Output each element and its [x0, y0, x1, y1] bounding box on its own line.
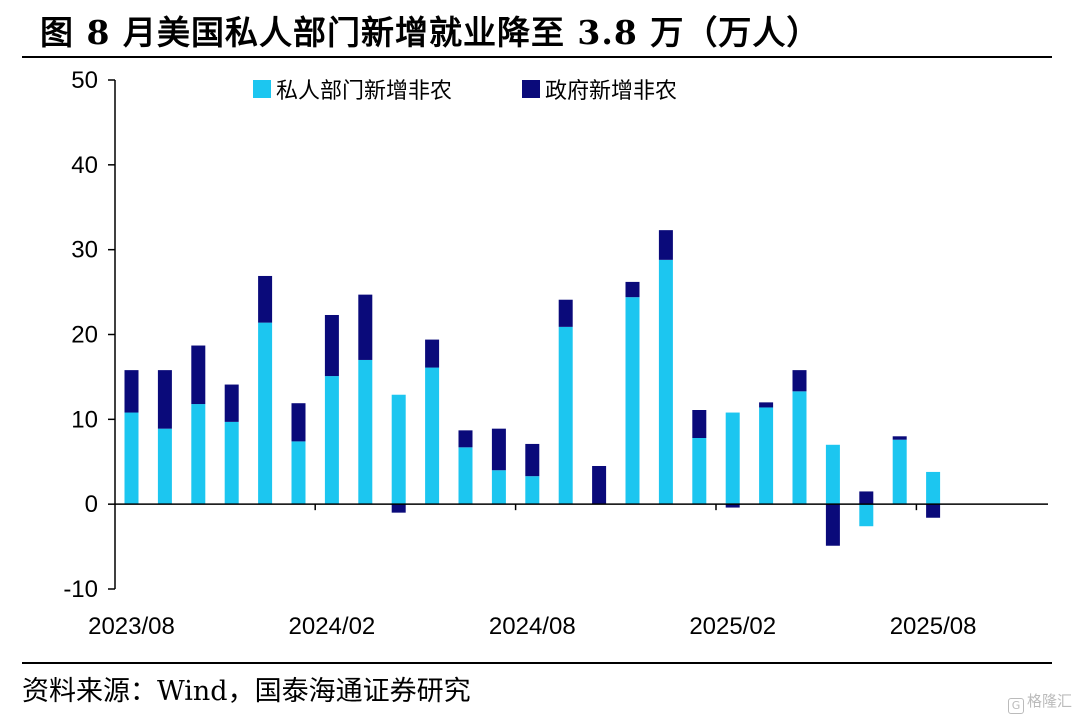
bar-government-2024/10 — [592, 465, 607, 505]
x-tick-label: 2023/08 — [88, 613, 175, 640]
bar-government-2023/10 — [191, 345, 206, 405]
bar-private-2025/04 — [792, 391, 807, 505]
bar-government-2025/02 — [725, 504, 740, 508]
x-tick-label: 2025/08 — [890, 613, 977, 640]
bar-government-2024/08 — [525, 443, 540, 477]
y-tick-label: 0 — [85, 491, 98, 518]
bar-private-2023/11 — [224, 421, 239, 505]
bar-government-2025/01 — [692, 410, 707, 438]
bar-government-2023/08 — [124, 370, 139, 413]
bar-private-2025/05 — [825, 444, 840, 505]
bar-private-2023/10 — [191, 404, 206, 505]
figure-title-bar: 图 8 月美国私人部门新增就业降至 3.8 万（万人） — [0, 0, 1080, 56]
legend-label-government: 政府新增非农 — [545, 79, 677, 104]
bar-private-2025/07 — [892, 439, 907, 505]
bar-private-2024/02 — [324, 376, 339, 505]
bar-government-2024/03 — [358, 294, 373, 360]
bar-government-2024/01 — [291, 403, 306, 442]
bar-private-2024/11 — [625, 297, 640, 505]
bar-private-2023/08 — [124, 412, 139, 505]
bar-government-2025/04 — [792, 370, 807, 392]
bar-government-2024/11 — [625, 281, 640, 298]
bar-private-2025/02 — [725, 412, 740, 505]
bar-government-2024/02 — [324, 314, 339, 377]
bar-private-2024/05 — [425, 367, 440, 505]
bar-government-2025/06 — [859, 491, 874, 505]
bar-private-2024/09 — [558, 326, 573, 505]
x-tick-label: 2024/02 — [289, 613, 376, 640]
bar-private-2025/06 — [859, 504, 874, 527]
bar-government-2024/05 — [425, 339, 440, 368]
bar-private-2024/07 — [491, 470, 506, 505]
bar-private-2025/01 — [692, 437, 707, 505]
bar-government-2025/07 — [892, 436, 907, 440]
bar-government-2023/12 — [258, 275, 273, 323]
bar-private-2024/04 — [391, 394, 406, 505]
bar-private-2024/12 — [658, 259, 673, 505]
bar-private-2024/06 — [458, 447, 473, 505]
bar-government-2025/05 — [825, 504, 840, 546]
watermark: G 格隆汇 — [1007, 690, 1072, 714]
figure-title: 图 8 月美国私人部门新增就业降至 3.8 万（万人） — [40, 13, 821, 52]
x-tick-label: 2024/08 — [489, 613, 576, 640]
bar-government-2024/09 — [558, 299, 573, 327]
bar-government-2025/08 — [926, 504, 941, 518]
bar-government-2024/04 — [391, 504, 406, 513]
y-tick-label: 50 — [71, 67, 98, 94]
x-tick-label: 2025/02 — [689, 613, 776, 640]
bar-government-2023/09 — [157, 370, 172, 429]
y-tick-label: 40 — [71, 152, 98, 179]
title-divider — [22, 56, 1052, 58]
bar-government-2024/06 — [458, 430, 473, 448]
bar-government-2025/03 — [759, 402, 774, 408]
y-tick-label: 10 — [71, 406, 98, 433]
watermark-text: 格隆汇 — [1026, 692, 1072, 710]
bar-government-2023/11 — [224, 384, 239, 422]
y-tick-label: 20 — [71, 322, 98, 349]
bar-private-2024/03 — [358, 359, 373, 505]
y-tick-label: -10 — [63, 576, 98, 603]
stacked-bar-chart: -10 0 10 20 30 40 50 2023/08 2024/02 2024/08 2025/… — [63, 67, 1048, 640]
bar-government-2024/07 — [491, 428, 506, 471]
bar-government-2024/12 — [658, 230, 673, 260]
bar-private-2023/12 — [258, 322, 273, 505]
watermark-logo-icon: G — [1007, 698, 1024, 714]
source-divider — [22, 662, 1052, 664]
legend-swatch-private — [253, 80, 271, 98]
y-tick-label: 30 — [71, 237, 98, 264]
source-note: 资料来源：Wind，国泰海通证券研究 — [22, 676, 471, 707]
bar-private-2025/08 — [926, 471, 941, 505]
legend-label-private: 私人部门新增非农 — [276, 79, 452, 104]
bar-private-2024/08 — [525, 476, 540, 505]
bar-private-2023/09 — [157, 428, 172, 505]
bar-private-2024/01 — [291, 441, 306, 505]
legend-swatch-government — [522, 80, 540, 98]
bar-private-2025/03 — [759, 407, 774, 505]
